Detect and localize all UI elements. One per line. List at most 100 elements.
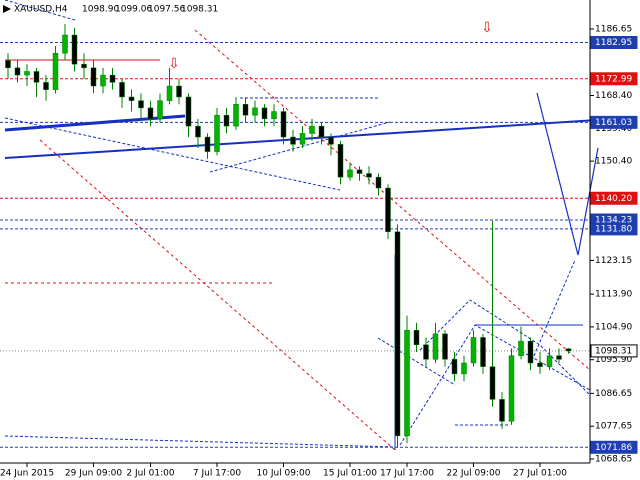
- candle-body: [480, 337, 486, 367]
- level-label: 1134.23: [595, 216, 632, 226]
- ohlc-low: 1097.56: [148, 5, 185, 15]
- candle-body: [565, 348, 572, 352]
- candle-body: [394, 231, 401, 437]
- candle-body: [147, 107, 154, 120]
- x-tick-label: 24 Jun 2015: [0, 469, 54, 479]
- x-tick-label: 22 Jul 09:00: [447, 469, 501, 479]
- forecast-line: [536, 92, 599, 256]
- level-tag: [590, 72, 638, 86]
- candle-body: [128, 96, 135, 101]
- candle-body: [385, 187, 391, 233]
- forecast-line: [529, 259, 576, 366]
- candle-body: [432, 333, 439, 360]
- candle-body: [347, 169, 353, 178]
- candle-body: [489, 366, 496, 400]
- axes: 1186.651168.401159.401150.401123.151113.…: [0, 25, 638, 479]
- candle-body: [366, 173, 372, 178]
- candle-body: [518, 340, 524, 356]
- candle-body: [24, 71, 30, 76]
- candle-body: [176, 85, 182, 98]
- level-label: 1140.20: [595, 194, 632, 204]
- candle-body: [508, 355, 515, 422]
- candle-body: [233, 104, 239, 127]
- y-tick-label: 1068.65: [595, 454, 632, 464]
- channel-line: [194, 29, 591, 371]
- ohlc-high: 1099.06: [115, 5, 152, 15]
- level-tag: [590, 222, 638, 236]
- candle-body: [546, 355, 553, 367]
- ohlc-close: 1098.31: [181, 5, 218, 15]
- channel-line: [39, 139, 396, 451]
- candle-body: [43, 82, 49, 90]
- y-tick-label: 1150.40: [595, 157, 632, 167]
- candle-body: [556, 355, 562, 360]
- candle-body: [337, 144, 344, 178]
- level-label: 1172.99: [595, 74, 632, 84]
- candle-body: [71, 34, 78, 65]
- candle-body: [52, 52, 59, 90]
- level-tag: [590, 35, 638, 49]
- channel-line: [377, 337, 456, 386]
- candle-body: [280, 111, 287, 138]
- level-tag: [590, 191, 638, 205]
- y-tick-label: 1123.15: [595, 256, 632, 266]
- candle-body: [271, 111, 277, 120]
- level-label: 1071.86: [595, 443, 632, 453]
- candle-body: [499, 399, 505, 422]
- level-tag: [590, 440, 638, 454]
- level-tag: [590, 115, 638, 129]
- candles: [5, 24, 572, 448]
- x-tick-label: 27 Jul 01:00: [513, 469, 567, 479]
- candle-body: [81, 63, 87, 69]
- candle-body: [375, 176, 382, 189]
- candle-body: [90, 67, 97, 87]
- candle-body: [470, 337, 477, 364]
- x-tick-label: 7 Jul 17:00: [193, 469, 242, 479]
- candle-body: [423, 344, 429, 360]
- candle-body: [214, 114, 220, 152]
- candle-body: [62, 34, 68, 54]
- candle-body: [328, 136, 334, 145]
- candle-body: [138, 100, 144, 109]
- candle-body: [413, 329, 420, 346]
- candle-body: [5, 60, 11, 69]
- channel-line: [4, 117, 341, 191]
- triangle-line: [419, 299, 591, 396]
- ohlc-open: 1098.90: [82, 5, 119, 15]
- symbol: XAUUSD,H4: [14, 5, 68, 15]
- channel-line: [4, 0, 76, 21]
- candle-body: [309, 125, 315, 134]
- y-tick-label: 1104.90: [595, 322, 632, 332]
- candle-body: [527, 340, 534, 364]
- candle-body: [109, 74, 116, 83]
- candle-body: [204, 136, 211, 152]
- down-arrow: ⇩: [168, 56, 180, 72]
- trend-line: [4, 114, 186, 132]
- candle-body: [157, 100, 163, 120]
- y-tick-label: 1113.90: [595, 290, 632, 300]
- channel-line: [209, 121, 391, 173]
- candle-body: [299, 133, 306, 145]
- candle-body: [100, 74, 106, 87]
- x-tick-label: 15 Jul 01:00: [323, 469, 377, 479]
- candle-body: [442, 333, 448, 360]
- x-tick-label: 29 Jun 09:00: [65, 469, 122, 479]
- candle-body: [166, 85, 173, 101]
- level-label: 1098.31: [595, 346, 632, 356]
- candle-body: [195, 125, 201, 138]
- channel-line: [4, 435, 396, 448]
- y-tick-label: 1086.65: [595, 389, 632, 399]
- candle-body: [119, 82, 125, 98]
- candle-body: [404, 329, 410, 437]
- levels: [0, 41, 590, 448]
- x-tick-label: 17 Jul 17:00: [380, 469, 434, 479]
- candle-body: [14, 67, 21, 76]
- symbol-marker: [3, 5, 11, 13]
- x-tick-label: 10 Jul 09:00: [257, 469, 311, 479]
- candle-body: [252, 107, 258, 116]
- y-tick-label: 1186.65: [595, 25, 632, 35]
- level-label: 1182.95: [595, 38, 632, 48]
- candle-body: [318, 125, 325, 138]
